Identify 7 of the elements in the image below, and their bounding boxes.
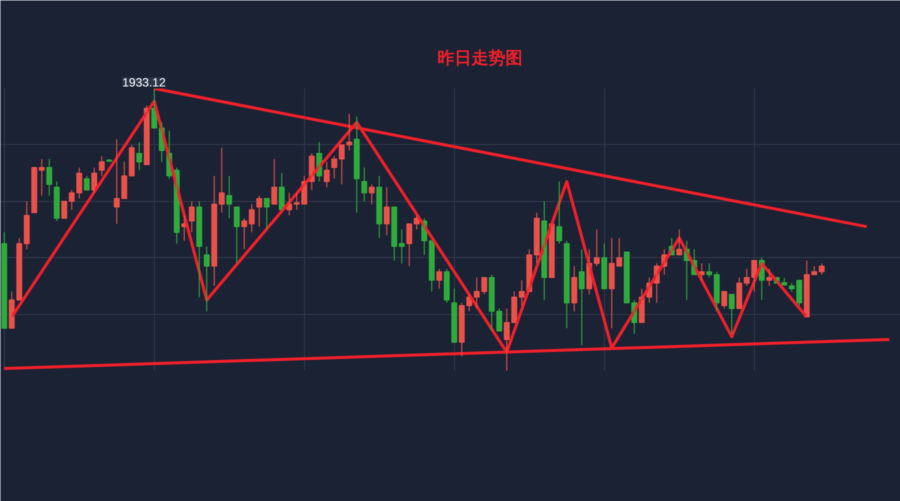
- candlestick: [624, 252, 630, 304]
- candlestick: [61, 200, 68, 219]
- candlestick: [106, 158, 112, 162]
- chart-title: 昨日走势图: [438, 48, 522, 68]
- candlestick: [548, 223, 555, 278]
- annotation: 1933.12: [122, 76, 166, 90]
- candlestick: [31, 166, 38, 214]
